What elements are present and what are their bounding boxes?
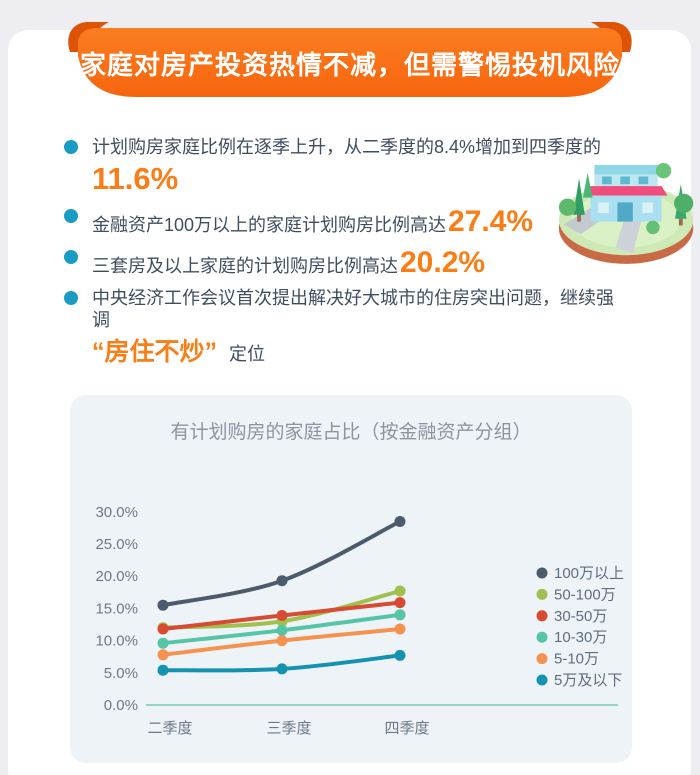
legend-dot — [536, 631, 548, 643]
legend-dot — [536, 674, 548, 686]
bullet-item-4: 中央经济工作会议首次提出解决好大城市的住房突出问题，继续强调 “房住不炒” 定位 — [64, 287, 630, 367]
bullet-item-1: 计划购房家庭比例在逐季上升，从二季度的8.4%增加到四季度的 11.6% — [64, 136, 630, 197]
city-island-illustration — [558, 163, 694, 264]
bullet-item-3: 三套房及以上家庭的计划购房比例高达 20.2% — [64, 246, 630, 280]
line-chart-svg: 0.0% 5.0% 10.0% 15.0% 20.0% 25.0% 30.0% 二季度 三季度 四… — [95, 504, 624, 737]
bullet-highlight: 27.4% — [448, 205, 534, 238]
chart-data-point — [157, 623, 169, 635]
legend-dot — [536, 610, 548, 622]
ribbon-shape — [68, 22, 632, 97]
chart-data-point — [157, 664, 169, 676]
y-tick-label: 10.0% — [95, 633, 138, 650]
bullet-highlight: 11.6% — [92, 161, 179, 196]
bullet-text: 金融资产100万以上的家庭计划购房比例高达 — [92, 215, 447, 235]
bullet-suffix: 定位 — [229, 344, 266, 364]
y-tick-label: 30.0% — [95, 504, 138, 521]
bullet-dot — [64, 140, 78, 154]
page-title: 家庭对房产投资热情不减，但需警惕投机风险 — [79, 50, 620, 80]
header-ribbon: 家庭对房产投资热情不减，但需警惕投机风险 — [65, 20, 635, 100]
y-tick-label: 20.0% — [95, 568, 138, 585]
chart-data-point — [394, 585, 406, 597]
chart-data-point — [276, 635, 288, 647]
bullet-list: 计划购房家庭比例在逐季上升，从二季度的8.4%增加到四季度的 11.6% 金融资… — [64, 136, 630, 367]
bullet-dot — [64, 250, 78, 264]
bullet-text: 中央经济工作会议首次提出解决好大城市的住房突出问题，继续强调 — [92, 288, 614, 330]
chart-data-point — [157, 599, 169, 611]
chart-data-point — [276, 624, 288, 636]
bullet-item-2: 金融资产100万以上的家庭计划购房比例高达 27.4% — [64, 205, 630, 239]
bullet-highlight: 20.2% — [400, 246, 486, 279]
legend-label: 30-50万 — [554, 608, 607, 625]
chart-data-point — [276, 575, 288, 587]
chart-series-line — [161, 519, 402, 608]
legend-dot — [536, 567, 548, 579]
ribbon-band — [78, 28, 622, 97]
legend-label: 5-10万 — [554, 651, 599, 668]
chart-data-point — [394, 597, 406, 609]
x-tick-label: 四季度 — [384, 720, 429, 737]
chart-panel: 有计划购房的家庭占比（按金融资产分组） 0.0% 5.0% 10.0% 15.0% 20… — [70, 395, 632, 763]
x-tick-label: 二季度 — [147, 720, 192, 737]
chart-data-point — [394, 609, 406, 621]
x-tick-label: 三季度 — [266, 720, 311, 737]
y-tick-label: 0.0% — [104, 697, 138, 714]
chart-data-point — [394, 516, 406, 527]
bullet-highlight: “房住不炒” — [92, 338, 218, 366]
chart-data-point — [157, 637, 169, 649]
chart-data-point — [394, 649, 406, 661]
bullet-dot — [64, 291, 78, 305]
chart-data-point — [276, 610, 288, 621]
chart-data-point — [276, 663, 288, 675]
legend-dot — [536, 588, 548, 600]
chart-data-point — [157, 649, 169, 661]
y-tick-label: 15.0% — [95, 600, 138, 617]
legend-label: 50-100万 — [554, 586, 616, 603]
bullet-text: 三套房及以上家庭的计划购房比例高达 — [92, 256, 398, 276]
legend-dot — [536, 653, 548, 665]
legend-label: 5万及以下 — [554, 672, 622, 689]
legend-label: 100万以上 — [554, 565, 624, 582]
y-tick-label: 5.0% — [104, 665, 138, 682]
chart-data-point — [394, 623, 406, 635]
chart-title: 有计划购房的家庭占比（按金融资产分组） — [170, 422, 532, 443]
y-tick-label: 25.0% — [95, 536, 138, 553]
legend-label: 10-30万 — [554, 629, 607, 646]
bullet-text: 计划购房家庭比例在逐季上升，从二季度的8.4%增加到四季度的 — [92, 137, 602, 157]
bullet-dot — [64, 209, 78, 223]
